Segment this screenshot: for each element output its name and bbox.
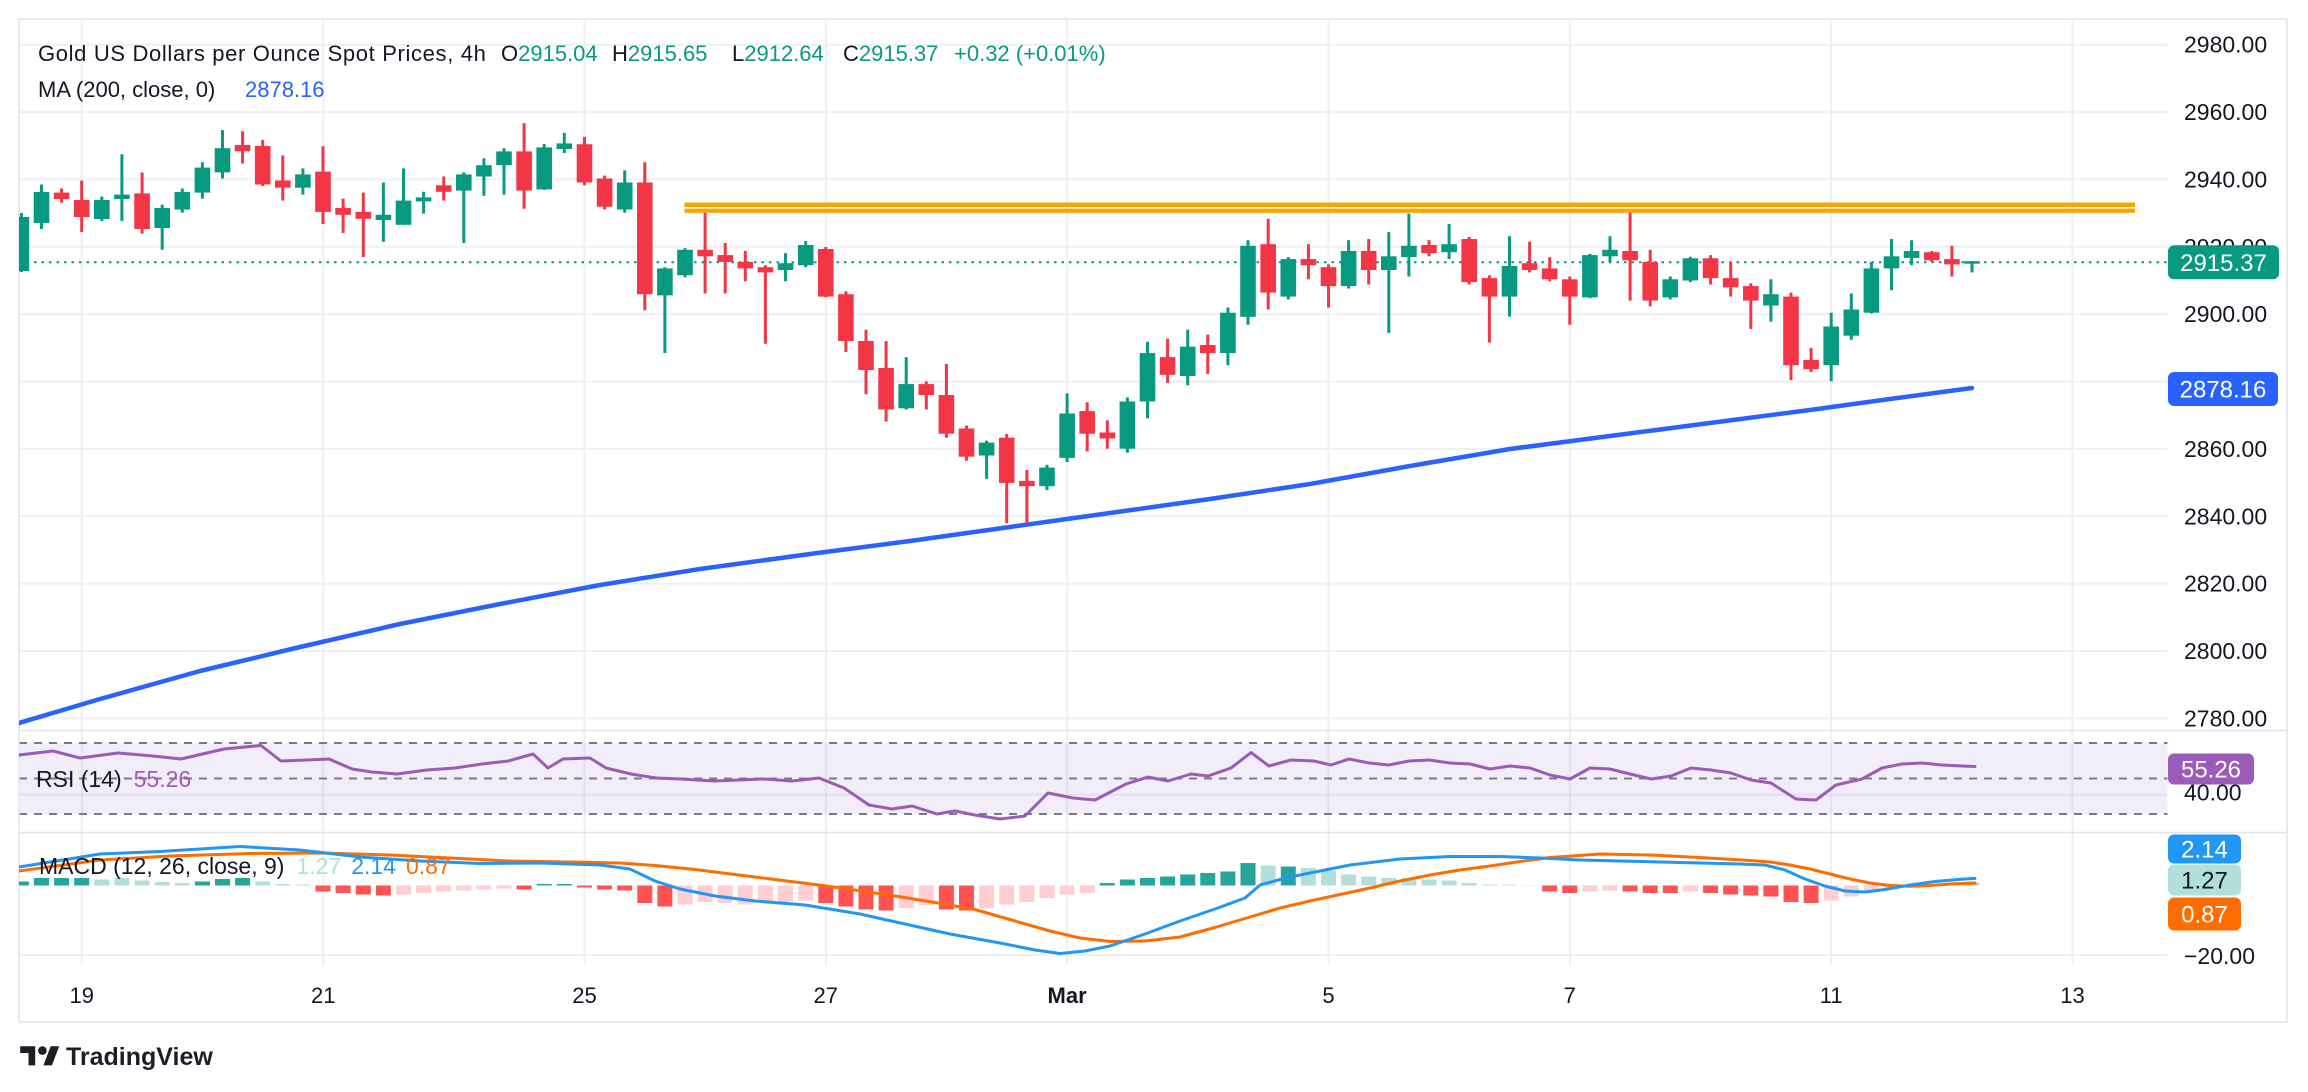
svg-text:2860.00: 2860.00 <box>2184 436 2267 462</box>
svg-text:2800.00: 2800.00 <box>2184 638 2267 664</box>
svg-text:11: 11 <box>1820 983 1843 1008</box>
svg-text:H2915.65: H2915.65 <box>612 41 707 66</box>
svg-text:Gold US Dollars per Ounce Spot: Gold US Dollars per Ounce Spot Prices, 4… <box>38 41 487 66</box>
svg-text:RSI (14)55.26: RSI (14) 55.26 <box>36 766 191 792</box>
svg-text:2915.37: 2915.37 <box>2180 250 2267 277</box>
svg-text:−20.00: −20.00 <box>2184 943 2255 969</box>
svg-text:5: 5 <box>1322 983 1334 1008</box>
svg-text:2980.00: 2980.00 <box>2184 32 2267 58</box>
svg-text:1.27: 1.27 <box>2181 868 2228 895</box>
svg-text:21: 21 <box>311 983 335 1008</box>
svg-text:7: 7 <box>1564 983 1576 1008</box>
svg-text:+0.32 (+0.01%): +0.32 (+0.01%) <box>954 41 1106 66</box>
svg-text:2960.00: 2960.00 <box>2184 99 2267 125</box>
svg-text:2878.16: 2878.16 <box>245 77 325 102</box>
svg-text:0.87: 0.87 <box>2181 902 2228 929</box>
svg-text:27: 27 <box>814 983 838 1008</box>
svg-text:2878.16: 2878.16 <box>2180 377 2267 404</box>
svg-text:2840.00: 2840.00 <box>2184 503 2267 529</box>
svg-text:13: 13 <box>2060 983 2084 1008</box>
svg-text:2.14: 2.14 <box>2181 837 2228 864</box>
svg-text:Mar: Mar <box>1048 983 1088 1008</box>
svg-text:19: 19 <box>69 983 93 1008</box>
svg-text:55.26: 55.26 <box>2181 757 2241 784</box>
svg-text:2780.00: 2780.00 <box>2184 705 2267 731</box>
svg-text:TradingView: TradingView <box>66 1043 213 1071</box>
svg-text:25: 25 <box>572 983 596 1008</box>
svg-text:MA (200, close, 0): MA (200, close, 0) <box>38 77 215 102</box>
svg-text:L2912.64: L2912.64 <box>732 41 824 66</box>
svg-text:O2915.04: O2915.04 <box>501 41 598 66</box>
svg-text:2820.00: 2820.00 <box>2184 571 2267 597</box>
svg-text:2940.00: 2940.00 <box>2184 166 2267 192</box>
svg-text:C2915.37: C2915.37 <box>843 41 938 66</box>
svg-text:MACD (12, 26, close, 9)1.272.1: MACD (12, 26, close, 9) 1.27 2.14 0.87 <box>39 853 451 879</box>
svg-text:2900.00: 2900.00 <box>2184 301 2267 327</box>
